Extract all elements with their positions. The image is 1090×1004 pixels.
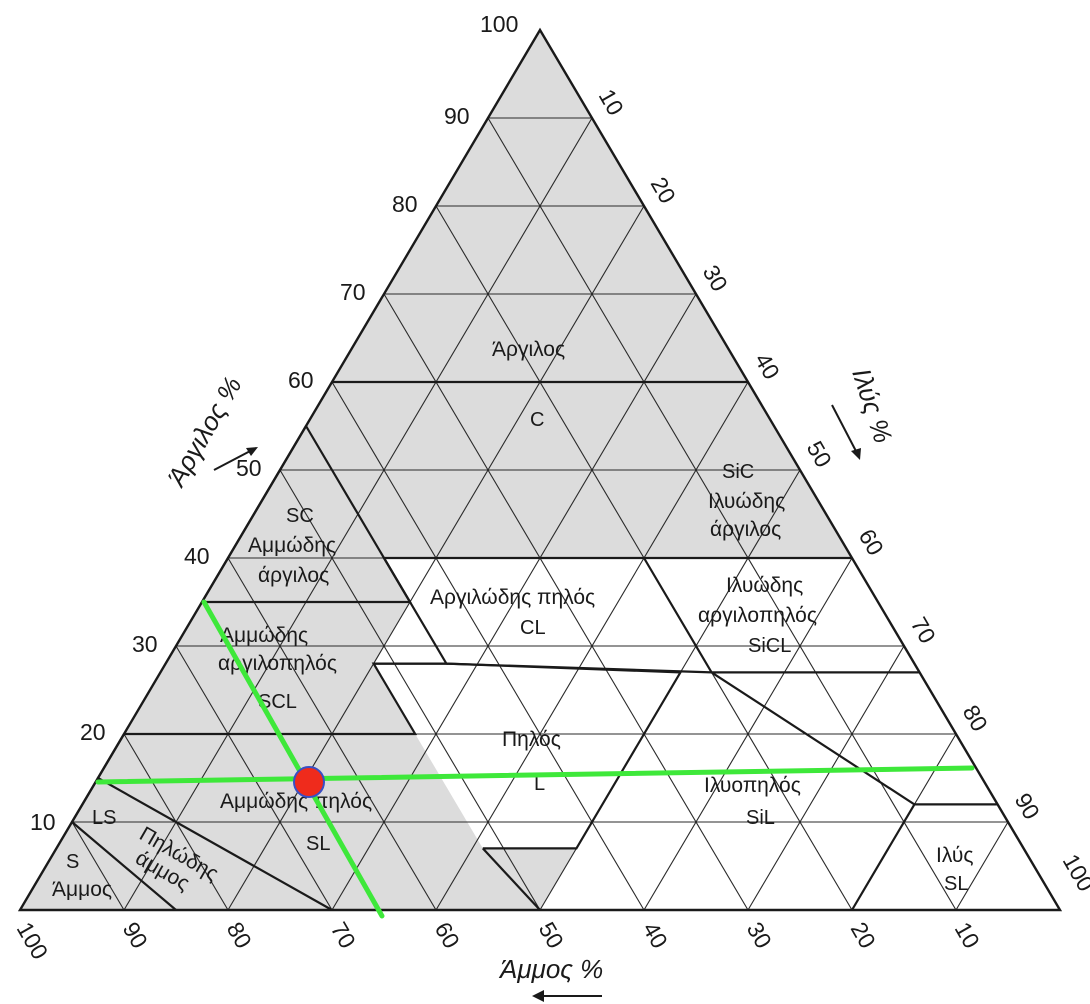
clay-tick-50: 50 [236, 455, 262, 481]
label-clay-loam: Αργιλώδης πηλός [430, 586, 595, 609]
abbr-loamy-sand: LS [92, 807, 116, 829]
label-silt-loam: Ιλυοπηλός [704, 774, 801, 797]
silt-tick-90: 90 [1010, 789, 1045, 824]
clay-tick-90: 90 [444, 103, 470, 129]
silt-tick-70: 70 [906, 613, 941, 648]
silt-tick-60: 60 [854, 525, 889, 560]
clay-tick-100: 100 [480, 11, 518, 37]
label-sandy-clay-loam-2: αργιλοπηλός [218, 652, 337, 675]
sand-tick-40: 40 [638, 918, 673, 953]
sand-tick-90: 90 [118, 918, 153, 953]
label-sandy-clay-loam-1: Αμμώδης [220, 624, 308, 647]
clay-tick-20: 20 [80, 719, 106, 745]
sand-ticks: 100 90 80 70 60 50 40 30 20 10 [12, 918, 985, 964]
clay-tick-10: 10 [30, 809, 56, 835]
clay-tick-70: 70 [340, 279, 366, 305]
region-labels: Άργιλος C SC Αμμώδης άργιλος SiC Ιλυώδης… [52, 338, 973, 901]
abbr-clay: C [530, 409, 544, 431]
silt-axis-title: Ιλύς % [846, 365, 898, 447]
highlight-line-diagonal [201, 599, 385, 919]
triangle-border [17, 27, 1063, 912]
sand-tick-50: 50 [534, 918, 569, 953]
abbr-loam: L [534, 773, 545, 795]
silt-tick-20: 20 [646, 173, 681, 208]
label-loam: Πηλός [502, 728, 561, 751]
sand-axis-title: Άμμος % [498, 954, 603, 984]
abbr-sandy-clay-loam: SCL [258, 691, 297, 713]
gridline-silt [643, 557, 853, 911]
silt-arrow-icon [831, 404, 859, 456]
clay-arrowhead-icon [246, 447, 258, 456]
boundary-10 [851, 803, 916, 911]
sand-tick-20: 20 [846, 918, 881, 953]
label-silt: Ιλύς [936, 844, 973, 867]
sand-tick-80: 80 [222, 918, 257, 953]
gridline-sand [279, 469, 541, 911]
clay-tick-30: 30 [132, 631, 158, 657]
label-sandy-clay-2: άργιλος [258, 564, 329, 587]
silt-arrowhead-icon [851, 448, 861, 460]
label-silty-clay-1: Ιλυώδης [708, 490, 785, 513]
sand-tick-10: 10 [950, 918, 985, 953]
gridline-sand [383, 293, 749, 911]
clay-tick-60: 60 [288, 367, 314, 393]
abbr-clay-loam: CL [520, 617, 546, 639]
sand-tick-70: 70 [326, 918, 361, 953]
label-silty-clay-2: άργιλος [710, 518, 781, 541]
clay-axis-title: Άργιλος % [160, 371, 247, 492]
silt-tick-100: 100 [1058, 850, 1090, 896]
sand-tick-30: 30 [742, 918, 777, 953]
silt-tick-40: 40 [750, 349, 785, 384]
sand-tick-100: 100 [12, 918, 54, 964]
abbr-silt: SL [944, 873, 968, 895]
abbr-sand: S [66, 851, 79, 873]
silt-tick-10: 10 [594, 85, 629, 120]
sand-arrowhead-icon [532, 990, 544, 1002]
clay-ticks: 10 20 30 40 50 60 70 80 90 100 [30, 11, 518, 835]
abbr-silty-clay-loam: SiCL [748, 635, 791, 657]
abbr-sandy-loam: SL [306, 833, 330, 855]
sample-point [293, 766, 325, 798]
label-sandy-loam: Αμμώδης πηλός [220, 790, 372, 813]
sand-tick-60: 60 [430, 918, 465, 953]
gridline-silt [747, 645, 905, 911]
region-sandy-clay-loam [124, 602, 416, 734]
abbr-sandy-clay: SC [286, 505, 314, 527]
gridline-sand [487, 117, 957, 911]
boundary-7 [373, 662, 683, 850]
label-clay: Άργιλος [492, 338, 565, 361]
label-silty-clay-loam-1: Ιλυώδης [726, 574, 803, 597]
silt-tick-30: 30 [698, 261, 733, 296]
silt-tick-50: 50 [802, 437, 837, 472]
highlight-line-horizontal [95, 765, 975, 785]
label-silty-clay-loam-2: αργιλοπηλός [698, 604, 817, 627]
clay-tick-80: 80 [392, 191, 418, 217]
boundary-8 [481, 847, 541, 911]
abbr-silt-loam: SiL [746, 807, 775, 829]
clay-tick-40: 40 [184, 543, 210, 569]
gridline-silt [331, 293, 697, 911]
abbr-silty-clay: SiC [722, 461, 754, 483]
label-sand: Άμμος [52, 878, 112, 901]
gridline-sand [71, 821, 125, 911]
gridline-silt [955, 821, 1009, 911]
silt-tick-80: 80 [958, 701, 993, 736]
label-sandy-clay-1: Αμμώδης [248, 534, 336, 557]
